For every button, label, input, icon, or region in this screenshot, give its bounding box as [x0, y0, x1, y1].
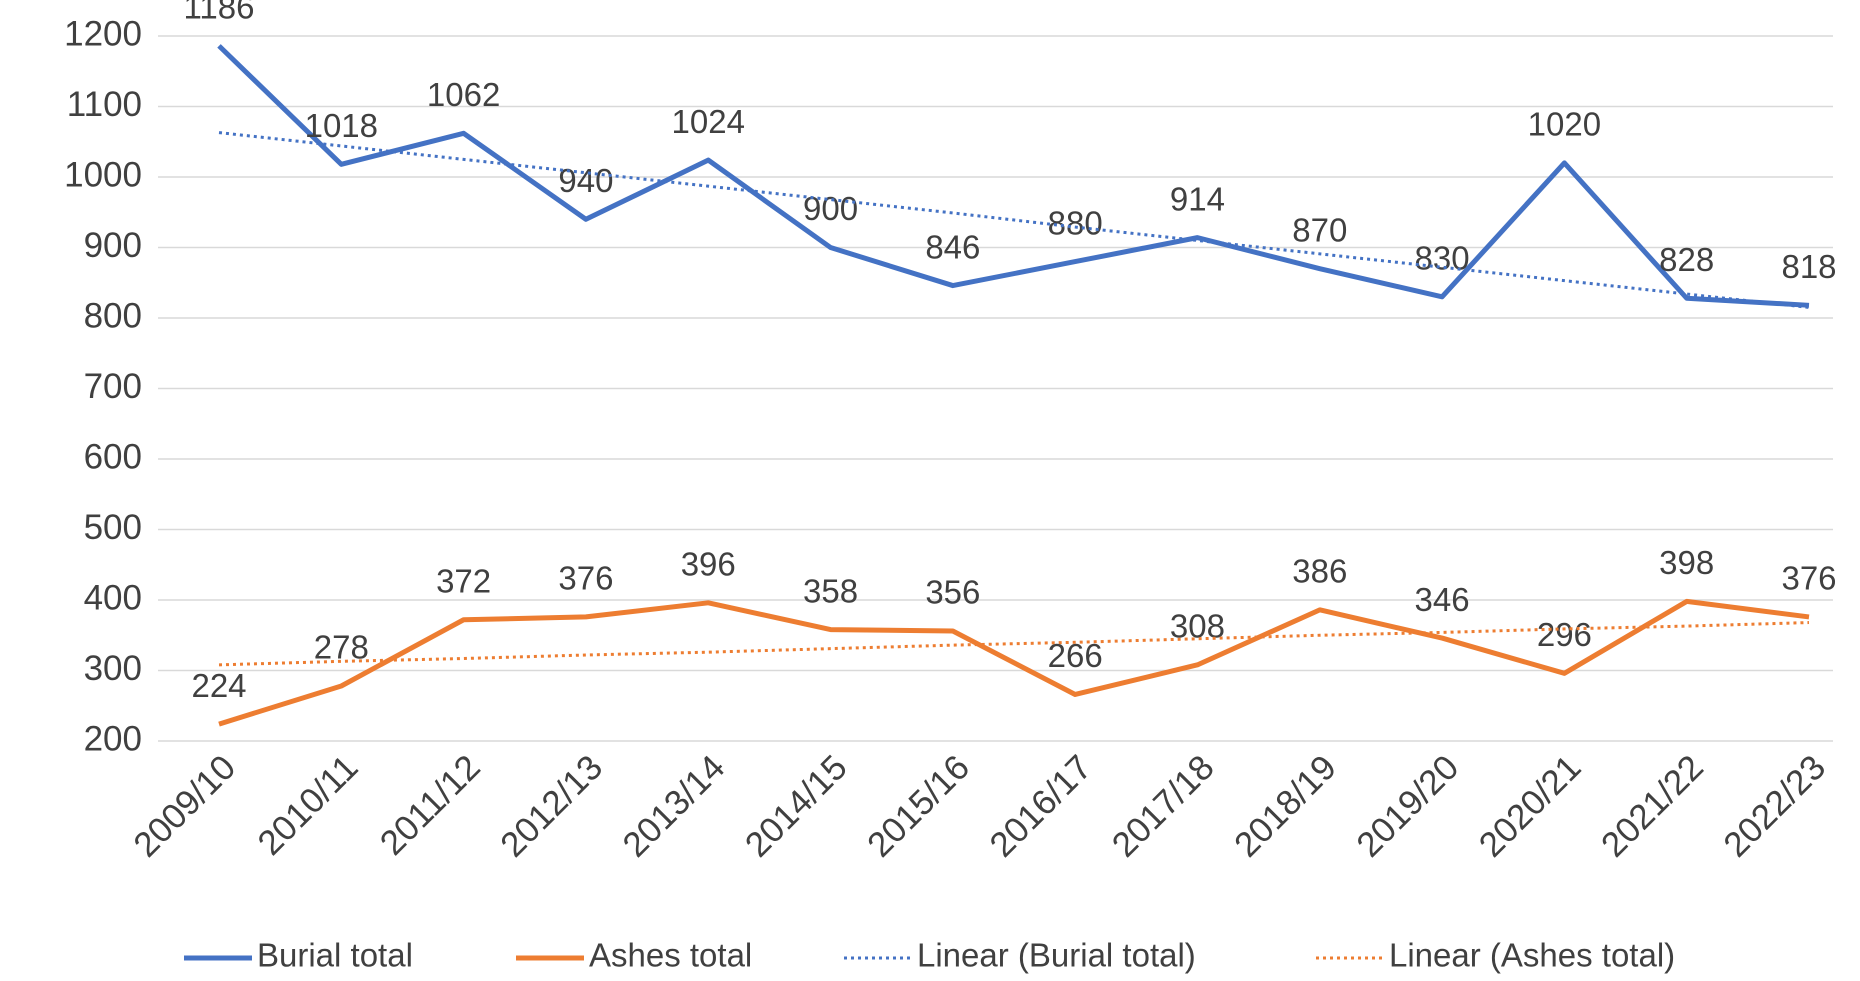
x-tick-label: 2019/20	[1349, 748, 1466, 865]
data-label: 396	[681, 546, 736, 583]
y-tick-label: 200	[84, 719, 142, 758]
x-tick-label: 2020/21	[1472, 748, 1589, 865]
data-label: 940	[558, 162, 613, 199]
x-tick-label: 2017/18	[1105, 748, 1222, 865]
data-label: 900	[803, 190, 858, 227]
series-line	[217, 44, 1810, 308]
x-tick-label: 2018/19	[1227, 748, 1344, 865]
y-tick-label: 1200	[64, 14, 142, 53]
data-label: 830	[1415, 240, 1470, 277]
data-label: 398	[1659, 544, 1714, 581]
data-label: 224	[191, 667, 246, 704]
legend-label: Burial total	[257, 937, 413, 974]
data-label: 846	[925, 228, 980, 265]
y-tick-label: 800	[84, 296, 142, 335]
legend-label: Ashes total	[589, 937, 752, 974]
x-tick-label: 2010/11	[250, 748, 365, 863]
x-tick-label: 2016/17	[982, 748, 1099, 865]
data-label: 1186	[184, 0, 255, 26]
data-label: 376	[1781, 560, 1836, 597]
data-label: 880	[1048, 204, 1103, 241]
x-tick-label: 2009/10	[126, 748, 243, 865]
x-tick-label: 2015/16	[860, 748, 977, 865]
data-label: 870	[1292, 211, 1347, 248]
data-label: 358	[803, 572, 858, 609]
y-tick-label: 1100	[67, 85, 142, 124]
y-tick-label: 700	[84, 367, 142, 406]
y-tick-label: 1000	[64, 155, 142, 194]
data-label: 296	[1537, 616, 1592, 653]
y-tick-label: 900	[84, 226, 142, 265]
trend-line	[218, 131, 1810, 309]
data-label: 356	[925, 574, 980, 611]
data-label: 818	[1781, 248, 1836, 285]
legend-label: Linear (Burial total)	[917, 937, 1196, 974]
data-label: 1020	[1528, 106, 1601, 143]
data-label: 1024	[672, 103, 745, 140]
y-tick-label: 400	[84, 578, 142, 617]
data-label: 372	[436, 562, 491, 599]
series-line	[218, 598, 1810, 727]
data-label: 376	[558, 560, 613, 597]
data-label: 828	[1659, 241, 1714, 278]
data-label: 386	[1292, 553, 1347, 590]
x-tick-label: 2013/14	[615, 748, 732, 865]
data-label: 346	[1415, 581, 1470, 618]
x-tick-label: 2021/22	[1594, 748, 1711, 865]
x-tick-label: 2012/13	[493, 748, 610, 865]
trend-line	[218, 621, 1810, 667]
y-tick-label: 600	[84, 437, 142, 476]
legend-label: Linear (Ashes total)	[1389, 937, 1675, 974]
x-tick-label: 2022/23	[1716, 748, 1833, 865]
x-tick-label: 2011/12	[373, 748, 488, 863]
y-tick-label: 300	[84, 649, 142, 688]
data-label: 914	[1170, 180, 1225, 217]
data-label: 1018	[305, 107, 378, 144]
y-tick-label: 500	[84, 508, 142, 547]
data-label: 1062	[427, 76, 500, 113]
x-tick-label: 2014/15	[738, 748, 855, 865]
